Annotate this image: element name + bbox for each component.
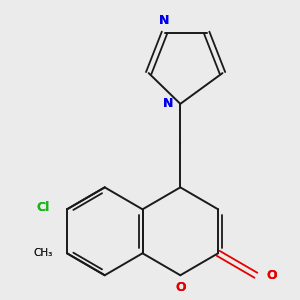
Text: CH₃: CH₃ — [33, 248, 52, 258]
Text: O: O — [175, 281, 186, 294]
Text: N: N — [159, 14, 170, 27]
Bar — [34, 247, 51, 260]
Text: N: N — [163, 98, 173, 110]
Text: N: N — [159, 14, 170, 27]
Text: O: O — [175, 281, 186, 294]
Text: O: O — [266, 269, 277, 282]
Text: N: N — [163, 98, 173, 110]
Bar — [268, 269, 274, 281]
Text: Cl: Cl — [36, 201, 50, 214]
Bar — [162, 14, 167, 26]
Bar — [37, 201, 49, 213]
Text: Cl: Cl — [36, 201, 50, 214]
Bar — [165, 98, 171, 110]
Text: CH₃: CH₃ — [33, 248, 52, 258]
Text: O: O — [266, 269, 277, 282]
Bar — [178, 281, 183, 294]
